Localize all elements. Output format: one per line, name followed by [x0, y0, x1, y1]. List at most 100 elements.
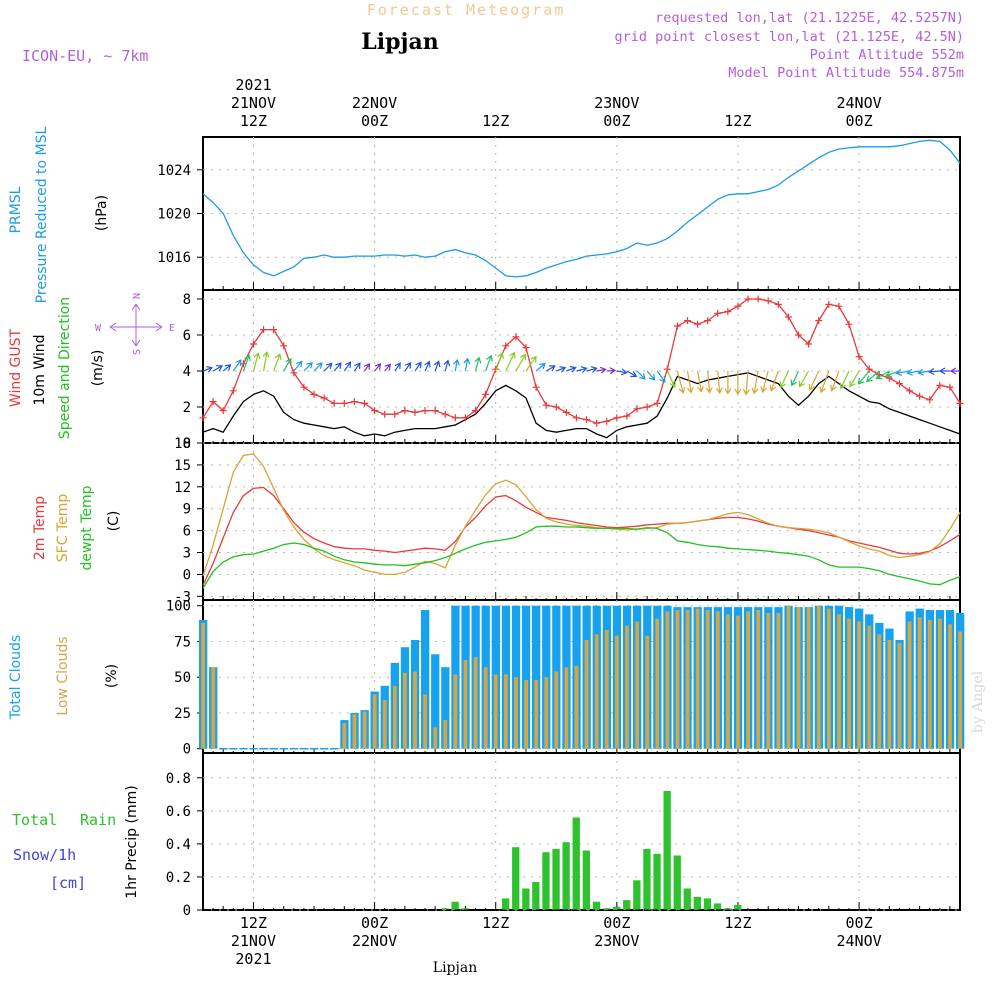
low-cloud-bar [695, 608, 700, 749]
top-time-label: 00Z [603, 112, 630, 130]
bottom-time-label: 21NOV [231, 932, 276, 950]
gust-point [542, 401, 550, 409]
gust-point [310, 390, 318, 398]
low-cloud-bar [948, 624, 952, 749]
gust-point [714, 309, 722, 317]
low-cloud-bar [211, 667, 216, 749]
y-tick-label: -3 [174, 589, 191, 605]
wind-arrow [849, 370, 860, 388]
low-cloud-bar [887, 640, 892, 749]
wind-arrow [596, 366, 607, 374]
y-tick-label: 1024 [157, 163, 191, 179]
low-cloud-bar [544, 677, 549, 749]
low-cloud-bar [685, 610, 690, 749]
clouds-label-total: Total Clouds [8, 635, 24, 720]
wind-arrow [252, 352, 261, 372]
y-tick-label: 9 [183, 502, 191, 518]
gust-point [784, 313, 792, 321]
gust-point [391, 410, 399, 418]
gust-point [260, 326, 268, 334]
gust-point [451, 414, 459, 422]
wind-label-10m: 10m Wind [32, 334, 48, 405]
point-altitude: Point Altitude 552m [810, 47, 964, 63]
top-time-label: 12Z [240, 112, 267, 130]
low-cloud-bar [493, 674, 498, 749]
y-tick-label: 0.6 [166, 804, 191, 820]
y-tick-label: 1016 [157, 250, 191, 266]
y-tick-label: 8 [183, 292, 191, 308]
low-cloud-bar [584, 640, 589, 749]
low-cloud-bar [403, 672, 407, 749]
gust-point [724, 308, 732, 316]
low-cloud-bar [877, 634, 882, 749]
wind-arrow [779, 370, 789, 389]
low-cloud-bar [665, 611, 670, 749]
low-cloud-bar [604, 630, 609, 749]
wind-arrow [949, 367, 960, 375]
gust-point [754, 295, 762, 303]
wind-arrow [724, 371, 732, 395]
gust-point [956, 399, 964, 407]
rain-bar [461, 908, 469, 910]
precip-label-rain: Rain [80, 811, 116, 829]
low-cloud-bar [715, 611, 720, 749]
wind-arrow [303, 361, 313, 372]
gust-point [381, 410, 389, 418]
y-tick-label: 25 [174, 706, 191, 722]
model-altitude: Model Point Altitude 554.875m [728, 65, 964, 81]
rain-bar [522, 888, 530, 910]
low-cloud-bar [534, 680, 539, 749]
wind-arrow [616, 368, 628, 376]
top-time-label: 12Z [482, 112, 509, 130]
low-cloud-bar [907, 621, 912, 749]
wind-speed-line [202, 372, 961, 439]
clouds-label-unit: (%) [104, 664, 120, 688]
y-tick-label: 18 [174, 436, 191, 452]
gust-point [360, 399, 368, 407]
wind-arrow [646, 370, 656, 381]
footer-location: Lipjan [433, 960, 477, 976]
rain-bar [623, 900, 631, 910]
gust-point [229, 387, 237, 395]
low-cloud-bar [867, 625, 872, 749]
gust-point [371, 407, 379, 415]
rain-bar [703, 898, 712, 910]
top-time-label: 23NOV [594, 94, 639, 112]
rain-bar [572, 817, 580, 910]
top-time-label: 12Z [724, 112, 751, 130]
wind-arrow [293, 360, 303, 372]
low-cloud-bar [625, 625, 629, 749]
bottom-time-label: 22NOV [352, 932, 397, 950]
wind-arrow [414, 361, 422, 372]
gust-point [472, 407, 480, 415]
low-cloud-bar [796, 607, 801, 749]
gust-point [825, 300, 833, 308]
gust-point [613, 414, 621, 422]
rain-bar [663, 791, 671, 910]
panel-frame [202, 752, 961, 911]
wind-arrow [839, 370, 850, 390]
wind-arrow [715, 370, 723, 395]
low-cloud-bar [897, 642, 902, 749]
gust-point [583, 416, 591, 424]
compass-e: E [169, 323, 175, 334]
top-time-label: 00Z [361, 112, 388, 130]
rain-bar [532, 881, 540, 910]
wind-arrow [313, 362, 323, 372]
gust-point [603, 417, 611, 425]
precip-panel: Total Rain Snow/1h [cm] 1hr Precip (mm) … [12, 752, 961, 919]
y-tick-label: 0 [183, 903, 191, 919]
rain-bar [613, 906, 621, 910]
clouds-label-low: Low Clouds [55, 636, 71, 715]
wind-arrow [515, 353, 527, 372]
wind-arrow [333, 362, 342, 372]
low-cloud-bar [342, 723, 347, 749]
gust-point [795, 331, 803, 339]
gust-point [280, 342, 288, 350]
temp-label-unit: (C) [106, 511, 122, 532]
bottom-time-label: 00Z [603, 914, 630, 932]
wind-arrow [242, 354, 251, 372]
pressure-line [202, 139, 961, 278]
top-time-label: 21NOV [231, 94, 276, 112]
low-cloud-bar [362, 711, 367, 749]
